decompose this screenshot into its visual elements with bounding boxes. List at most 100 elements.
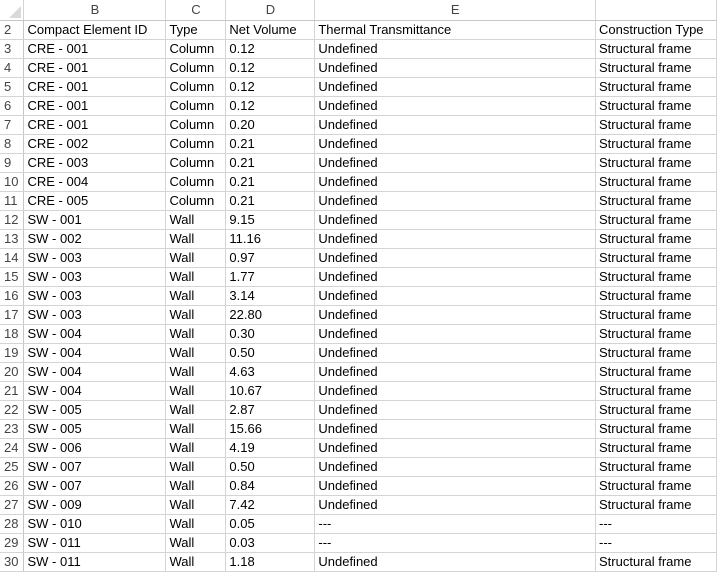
net-volume-cell[interactable]: 0.12 (225, 77, 316, 97)
row-number[interactable]: 19 (0, 343, 25, 363)
net-volume-cell[interactable]: 0.12 (225, 96, 316, 116)
construction-type-cell[interactable]: --- (595, 533, 717, 553)
net-volume-cell[interactable]: 1.77 (225, 267, 316, 287)
element-id-cell[interactable]: SW - 009 (23, 495, 167, 515)
type-cell[interactable]: Column (165, 172, 227, 192)
thermal-transmittance-cell[interactable]: Undefined (314, 229, 596, 249)
thermal-transmittance-cell[interactable]: Thermal Transmittance (314, 20, 596, 40)
construction-type-cell[interactable]: Structural frame (595, 305, 717, 325)
select-all-corner[interactable] (0, 0, 25, 21)
net-volume-cell[interactable]: 0.21 (225, 134, 316, 154)
type-cell[interactable]: Wall (165, 419, 227, 439)
element-id-cell[interactable]: Compact Element ID (23, 20, 167, 40)
type-cell[interactable]: Wall (165, 286, 227, 306)
net-volume-cell[interactable]: 1.18 (225, 552, 316, 572)
element-id-cell[interactable]: CRE - 003 (23, 153, 167, 173)
element-id-cell[interactable]: SW - 002 (23, 229, 167, 249)
thermal-transmittance-cell[interactable]: Undefined (314, 457, 596, 477)
element-id-cell[interactable]: CRE - 001 (23, 96, 167, 116)
type-cell[interactable]: Wall (165, 457, 227, 477)
construction-type-cell[interactable]: Structural frame (595, 343, 717, 363)
net-volume-cell[interactable]: 9.15 (225, 210, 316, 230)
thermal-transmittance-cell[interactable]: Undefined (314, 58, 596, 78)
thermal-transmittance-cell[interactable]: Undefined (314, 343, 596, 363)
type-cell[interactable]: Wall (165, 343, 227, 363)
row-number[interactable]: 9 (0, 153, 25, 173)
construction-type-cell[interactable]: Structural frame (595, 58, 717, 78)
type-cell[interactable]: Wall (165, 514, 227, 534)
construction-type-cell[interactable]: Structural frame (595, 153, 717, 173)
row-number[interactable]: 4 (0, 58, 25, 78)
construction-type-cell[interactable]: Structural frame (595, 96, 717, 116)
type-cell[interactable]: Wall (165, 362, 227, 382)
element-id-cell[interactable]: CRE - 001 (23, 115, 167, 135)
construction-type-cell[interactable]: Structural frame (595, 229, 717, 249)
type-cell[interactable]: Wall (165, 305, 227, 325)
net-volume-cell[interactable]: 7.42 (225, 495, 316, 515)
row-number[interactable]: 25 (0, 457, 25, 477)
element-id-cell[interactable]: SW - 001 (23, 210, 167, 230)
construction-type-cell[interactable]: --- (595, 514, 717, 534)
row-number[interactable]: 27 (0, 495, 25, 515)
thermal-transmittance-cell[interactable]: Undefined (314, 552, 596, 572)
net-volume-cell[interactable]: 15.66 (225, 419, 316, 439)
column-header-d[interactable]: D (225, 0, 316, 21)
row-number[interactable]: 22 (0, 400, 25, 420)
net-volume-cell[interactable]: 0.84 (225, 476, 316, 496)
type-cell[interactable]: Wall (165, 533, 227, 553)
thermal-transmittance-cell[interactable]: Undefined (314, 134, 596, 154)
row-number[interactable]: 3 (0, 39, 25, 59)
element-id-cell[interactable]: CRE - 002 (23, 134, 167, 154)
net-volume-cell[interactable]: 0.21 (225, 172, 316, 192)
thermal-transmittance-cell[interactable]: Undefined (314, 495, 596, 515)
construction-type-cell[interactable]: Structural frame (595, 438, 717, 458)
thermal-transmittance-cell[interactable]: --- (314, 514, 596, 534)
type-cell[interactable]: Column (165, 153, 227, 173)
type-cell[interactable]: Column (165, 39, 227, 59)
element-id-cell[interactable]: SW - 011 (23, 533, 167, 553)
element-id-cell[interactable]: SW - 007 (23, 476, 167, 496)
thermal-transmittance-cell[interactable]: Undefined (314, 172, 596, 192)
row-number[interactable]: 16 (0, 286, 25, 306)
type-cell[interactable]: Wall (165, 324, 227, 344)
construction-type-cell[interactable]: Structural frame (595, 362, 717, 382)
type-cell[interactable]: Column (165, 134, 227, 154)
column-header-b[interactable]: B (23, 0, 167, 21)
element-id-cell[interactable]: SW - 003 (23, 286, 167, 306)
row-number[interactable]: 23 (0, 419, 25, 439)
thermal-transmittance-cell[interactable]: Undefined (314, 96, 596, 116)
type-cell[interactable]: Wall (165, 267, 227, 287)
element-id-cell[interactable]: SW - 010 (23, 514, 167, 534)
type-cell[interactable]: Wall (165, 552, 227, 572)
construction-type-cell[interactable]: Structural frame (595, 381, 717, 401)
net-volume-cell[interactable]: 0.50 (225, 343, 316, 363)
net-volume-cell[interactable]: 11.16 (225, 229, 316, 249)
construction-type-cell[interactable]: Structural frame (595, 172, 717, 192)
row-number[interactable]: 11 (0, 191, 25, 211)
element-id-cell[interactable]: CRE - 001 (23, 77, 167, 97)
construction-type-cell[interactable]: Structural frame (595, 77, 717, 97)
net-volume-cell[interactable]: 22.80 (225, 305, 316, 325)
thermal-transmittance-cell[interactable]: Undefined (314, 400, 596, 420)
element-id-cell[interactable]: CRE - 005 (23, 191, 167, 211)
row-number[interactable]: 20 (0, 362, 25, 382)
thermal-transmittance-cell[interactable]: Undefined (314, 381, 596, 401)
net-volume-cell[interactable]: 4.63 (225, 362, 316, 382)
net-volume-cell[interactable]: 4.19 (225, 438, 316, 458)
column-header-c[interactable]: C (165, 0, 227, 21)
type-cell[interactable]: Column (165, 115, 227, 135)
thermal-transmittance-cell[interactable]: --- (314, 533, 596, 553)
construction-type-cell[interactable]: Structural frame (595, 248, 717, 268)
type-cell[interactable]: Wall (165, 400, 227, 420)
thermal-transmittance-cell[interactable]: Undefined (314, 438, 596, 458)
construction-type-cell[interactable]: Structural frame (595, 552, 717, 572)
thermal-transmittance-cell[interactable]: Undefined (314, 248, 596, 268)
type-cell[interactable]: Wall (165, 229, 227, 249)
row-number[interactable]: 18 (0, 324, 25, 344)
net-volume-cell[interactable]: 0.30 (225, 324, 316, 344)
thermal-transmittance-cell[interactable]: Undefined (314, 39, 596, 59)
construction-type-cell[interactable]: Structural frame (595, 495, 717, 515)
net-volume-cell[interactable]: 0.20 (225, 115, 316, 135)
element-id-cell[interactable]: SW - 004 (23, 381, 167, 401)
row-number[interactable]: 28 (0, 514, 25, 534)
